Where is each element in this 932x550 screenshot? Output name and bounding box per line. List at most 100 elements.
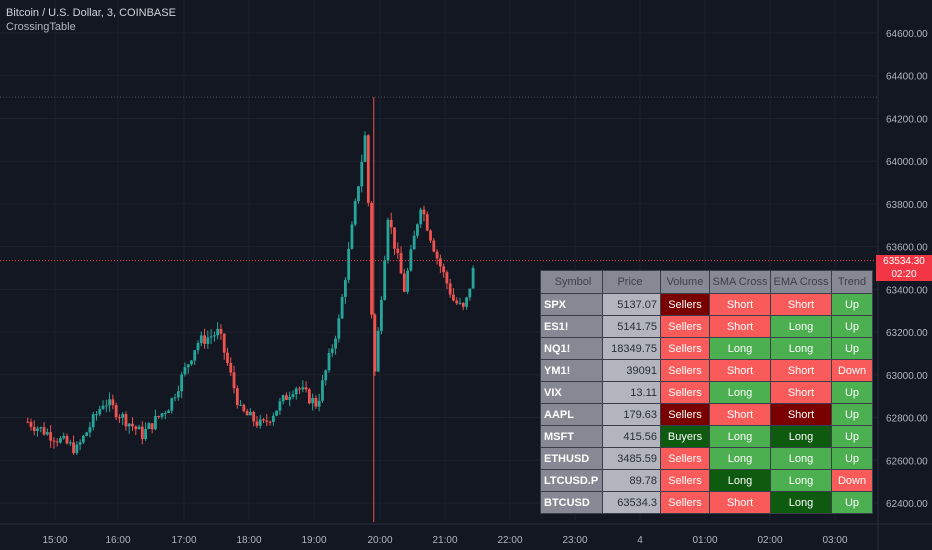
candle-body — [252, 411, 256, 422]
candle-body — [42, 427, 46, 435]
candle-body — [412, 235, 416, 250]
price-tick-label: 63600.00 — [886, 243, 928, 254]
candle-body — [255, 421, 259, 426]
candle-body — [173, 397, 177, 399]
candle-body — [229, 363, 233, 373]
candle-body — [163, 412, 167, 414]
candle-body — [52, 440, 56, 442]
candle-body — [196, 343, 200, 351]
candle-body — [406, 270, 410, 292]
table-row: AAPL 179.63 Sellers Short Short Up — [540, 403, 873, 426]
time-tick-label: 21:00 — [432, 535, 457, 546]
col-header-volume: Volume — [660, 270, 710, 294]
candle-body — [347, 248, 351, 280]
candle-body — [108, 399, 111, 406]
cell-volume: Buyers — [660, 425, 710, 448]
candle-body — [445, 272, 449, 284]
candle-body — [212, 335, 216, 337]
candle-body — [383, 260, 387, 300]
candle-body — [370, 202, 373, 315]
candle-body — [32, 426, 36, 431]
table-row: LTCUSD.P 89.78 Sellers Long Long Down — [540, 469, 873, 492]
candle-body — [75, 444, 79, 454]
table-row: ES1! 5141.75 Sellers Short Long Up — [540, 315, 873, 338]
col-header-trend: Trend — [831, 270, 873, 294]
cell-trend: Up — [831, 447, 873, 470]
cell-symbol: SPX — [540, 293, 603, 316]
table-row: YM1! 39091 Sellers Short Short Down — [540, 359, 873, 382]
cell-trend: Up — [831, 315, 873, 338]
price-tick-label: 62800.00 — [886, 414, 928, 425]
cell-price: 89.78 — [602, 469, 661, 492]
candle-body — [314, 398, 318, 407]
candle-body — [118, 417, 121, 419]
candle-body — [298, 388, 301, 390]
candle-body — [183, 367, 187, 375]
candle-body — [452, 294, 455, 301]
cell-ema-cross: Long — [770, 491, 832, 514]
candle-body — [101, 405, 105, 409]
cell-sma-cross: Long — [709, 381, 771, 404]
candle-body — [59, 438, 62, 443]
cell-sma-cross: Long — [709, 447, 771, 470]
candle-body — [288, 397, 292, 400]
table-row: NQ1! 18349.75 Sellers Long Long Up — [540, 337, 873, 360]
candle-body — [461, 302, 465, 307]
candle-body — [65, 435, 69, 444]
candle-body — [150, 423, 154, 430]
candle-body — [176, 391, 180, 398]
candle-body — [209, 336, 213, 338]
price-tick-label: 63400.00 — [886, 285, 928, 296]
price-tick-label: 62600.00 — [886, 456, 928, 467]
candle-body — [294, 388, 298, 395]
cell-volume: Sellers — [660, 403, 710, 426]
candle-body — [429, 230, 432, 241]
cell-volume: Sellers — [660, 293, 710, 316]
cell-price: 5141.75 — [602, 315, 661, 338]
price-tick-label: 64200.00 — [886, 114, 928, 125]
candle-body — [26, 421, 30, 423]
candle-body — [160, 413, 164, 417]
candle-body — [291, 394, 295, 398]
candle-body — [199, 335, 203, 344]
cell-trend: Down — [831, 359, 873, 382]
cell-symbol: BTCUSD — [540, 491, 603, 514]
candle-body — [281, 395, 285, 402]
candle-body — [340, 296, 344, 319]
time-tick-label: 15:00 — [42, 535, 67, 546]
candle-body — [137, 426, 141, 430]
candle-body — [389, 219, 393, 228]
candle-body — [39, 427, 43, 429]
candle-body — [409, 249, 413, 271]
cell-volume: Sellers — [660, 381, 710, 404]
cell-volume: Sellers — [660, 469, 710, 492]
candle-body — [232, 372, 236, 389]
candle-body — [245, 411, 249, 416]
cell-trend: Up — [831, 381, 873, 404]
candle-body — [140, 426, 144, 440]
candle-body — [180, 374, 184, 392]
cell-ema-cross: Long — [770, 337, 832, 360]
candle-body — [49, 432, 53, 441]
cell-symbol: ES1! — [540, 315, 603, 338]
candle-body — [324, 370, 328, 381]
cell-ema-cross: Short — [770, 293, 832, 316]
time-tick-label: 16:00 — [105, 535, 130, 546]
candle-body — [327, 352, 331, 371]
candle-body — [471, 267, 475, 289]
col-header-price: Price — [602, 270, 661, 294]
cell-ema-cross: Short — [770, 403, 832, 426]
candle-body — [307, 389, 311, 404]
current-price-value: 63534.30 — [883, 256, 925, 267]
cell-symbol: VIX — [540, 381, 603, 404]
cell-volume: Sellers — [660, 337, 710, 360]
table-row: SPX 5137.07 Sellers Short Short Up — [540, 293, 873, 316]
candle-body — [366, 135, 370, 203]
cell-price: 415.56 — [602, 425, 661, 448]
candle-body — [396, 248, 400, 254]
cell-price: 5137.07 — [602, 293, 661, 316]
cell-sma-cross: Long — [709, 337, 771, 360]
candle-body — [301, 387, 305, 390]
cell-ema-cross: Short — [770, 359, 832, 382]
